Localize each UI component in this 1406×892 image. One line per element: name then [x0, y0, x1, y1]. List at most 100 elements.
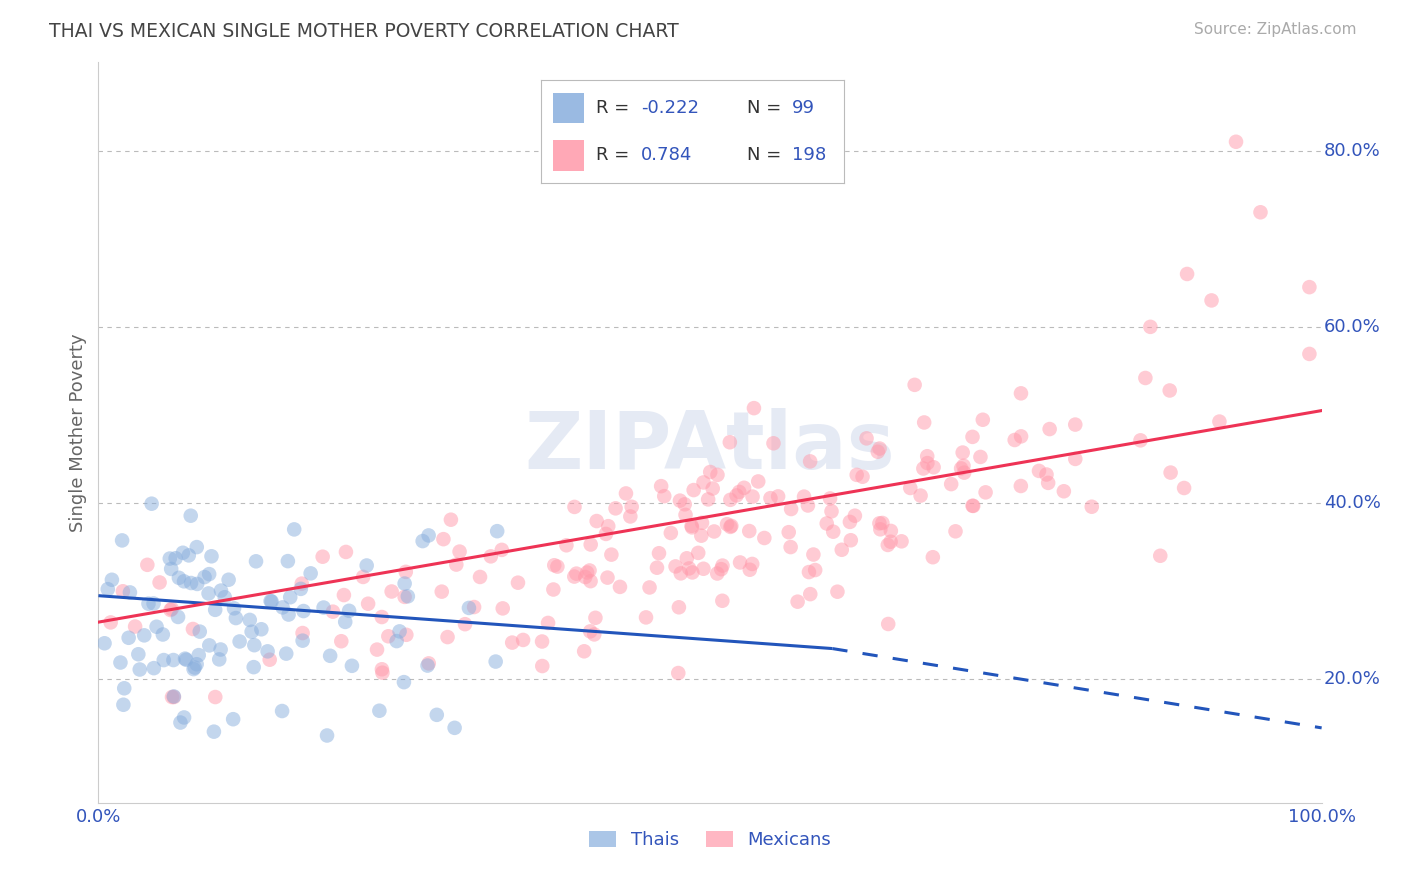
Point [600, 548, 623, 562]
Point [738, 524, 761, 538]
Point [692, 562, 714, 576]
Point [368, 704, 391, 718]
Point [759, 491, 782, 505]
Point [181, 622, 204, 636]
Point [432, 532, 454, 546]
Point [333, 588, 356, 602]
Point [479, 549, 502, 564]
Point [1298, 280, 1320, 294]
Point [335, 545, 357, 559]
Point [152, 653, 174, 667]
Point [127, 647, 149, 661]
Point [277, 554, 299, 568]
Point [823, 524, 845, 539]
Point [699, 465, 721, 479]
Point [1039, 422, 1062, 436]
Point [160, 562, 183, 576]
Point [357, 597, 380, 611]
Point [804, 563, 827, 577]
Point [797, 565, 820, 579]
Point [962, 430, 984, 444]
Point [738, 563, 761, 577]
Point [145, 620, 167, 634]
Point [271, 704, 294, 718]
Point [915, 449, 938, 463]
Point [579, 537, 602, 551]
Point [876, 538, 898, 552]
Point [702, 482, 724, 496]
Point [291, 626, 314, 640]
Point [1053, 484, 1076, 499]
Point [160, 690, 183, 704]
Point [159, 603, 181, 617]
Point [974, 485, 997, 500]
Point [240, 624, 263, 639]
Point [786, 595, 808, 609]
Point [214, 591, 236, 605]
Point [396, 590, 419, 604]
Point [512, 632, 534, 647]
Point [851, 469, 873, 483]
Point [316, 729, 339, 743]
Point [228, 634, 250, 648]
Point [941, 477, 963, 491]
Bar [554, 93, 583, 123]
Point [222, 712, 245, 726]
Point [681, 519, 703, 533]
Point [291, 576, 314, 591]
Point [1081, 500, 1104, 514]
Point [381, 584, 404, 599]
Point [209, 583, 232, 598]
Point [609, 580, 631, 594]
Text: R =: R = [596, 146, 634, 164]
Point [912, 461, 935, 475]
Point [585, 514, 607, 528]
Point [1225, 135, 1247, 149]
Point [690, 516, 713, 530]
Point [778, 525, 800, 540]
Point [921, 550, 943, 565]
Point [485, 655, 508, 669]
Point [242, 660, 264, 674]
Text: 0.784: 0.784 [641, 146, 692, 164]
Bar [554, 140, 583, 170]
Point [652, 489, 675, 503]
Point [922, 460, 945, 475]
Point [872, 516, 894, 530]
Point [537, 615, 560, 630]
Point [668, 600, 690, 615]
Point [501, 635, 523, 649]
Point [1160, 466, 1182, 480]
Point [962, 499, 984, 513]
Point [276, 647, 298, 661]
Point [598, 519, 620, 533]
Point [1010, 429, 1032, 443]
Point [271, 600, 294, 615]
Point [209, 642, 232, 657]
Point [186, 540, 208, 554]
Point [703, 524, 725, 539]
Point [204, 603, 226, 617]
Point [197, 586, 219, 600]
Point [1010, 479, 1032, 493]
Point [371, 610, 394, 624]
Point [666, 666, 689, 681]
Point [243, 638, 266, 652]
Point [277, 607, 299, 622]
Point [371, 662, 394, 676]
Point [239, 613, 262, 627]
Point [799, 454, 821, 468]
Point [1035, 467, 1057, 482]
Point [111, 584, 134, 599]
Point [101, 573, 124, 587]
Point [198, 567, 221, 582]
Text: THAI VS MEXICAN SINGLE MOTHER POVERTY CORRELATION CHART: THAI VS MEXICAN SINGLE MOTHER POVERTY CO… [49, 22, 679, 41]
Point [720, 519, 742, 533]
Point [486, 524, 509, 538]
Point [110, 656, 132, 670]
Point [186, 577, 208, 591]
Point [766, 489, 789, 503]
Point [648, 546, 671, 560]
Point [167, 610, 190, 624]
Point [1173, 481, 1195, 495]
